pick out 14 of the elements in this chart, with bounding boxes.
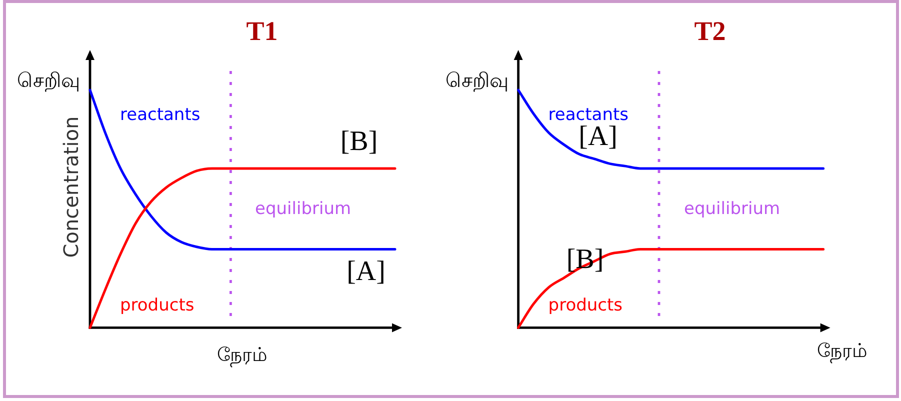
annotation: [B] [340, 126, 378, 157]
y-axis-title: செறிவு [445, 68, 508, 92]
chart-title: T1 [246, 16, 278, 46]
series-label: reactants [120, 105, 200, 125]
x-axis-title: நேரம் [217, 344, 267, 367]
text: Concentration [59, 116, 83, 258]
y-axis-title: செறிவு [17, 68, 80, 92]
annotation: equilibrium [255, 199, 352, 219]
annotation: [A] [346, 256, 386, 287]
series-label: products [548, 296, 623, 316]
annotation: equilibrium [684, 199, 780, 219]
series-label: products [120, 296, 194, 316]
chart-title: T2 [694, 16, 726, 46]
x-axis-title: நேரம் [817, 340, 867, 363]
